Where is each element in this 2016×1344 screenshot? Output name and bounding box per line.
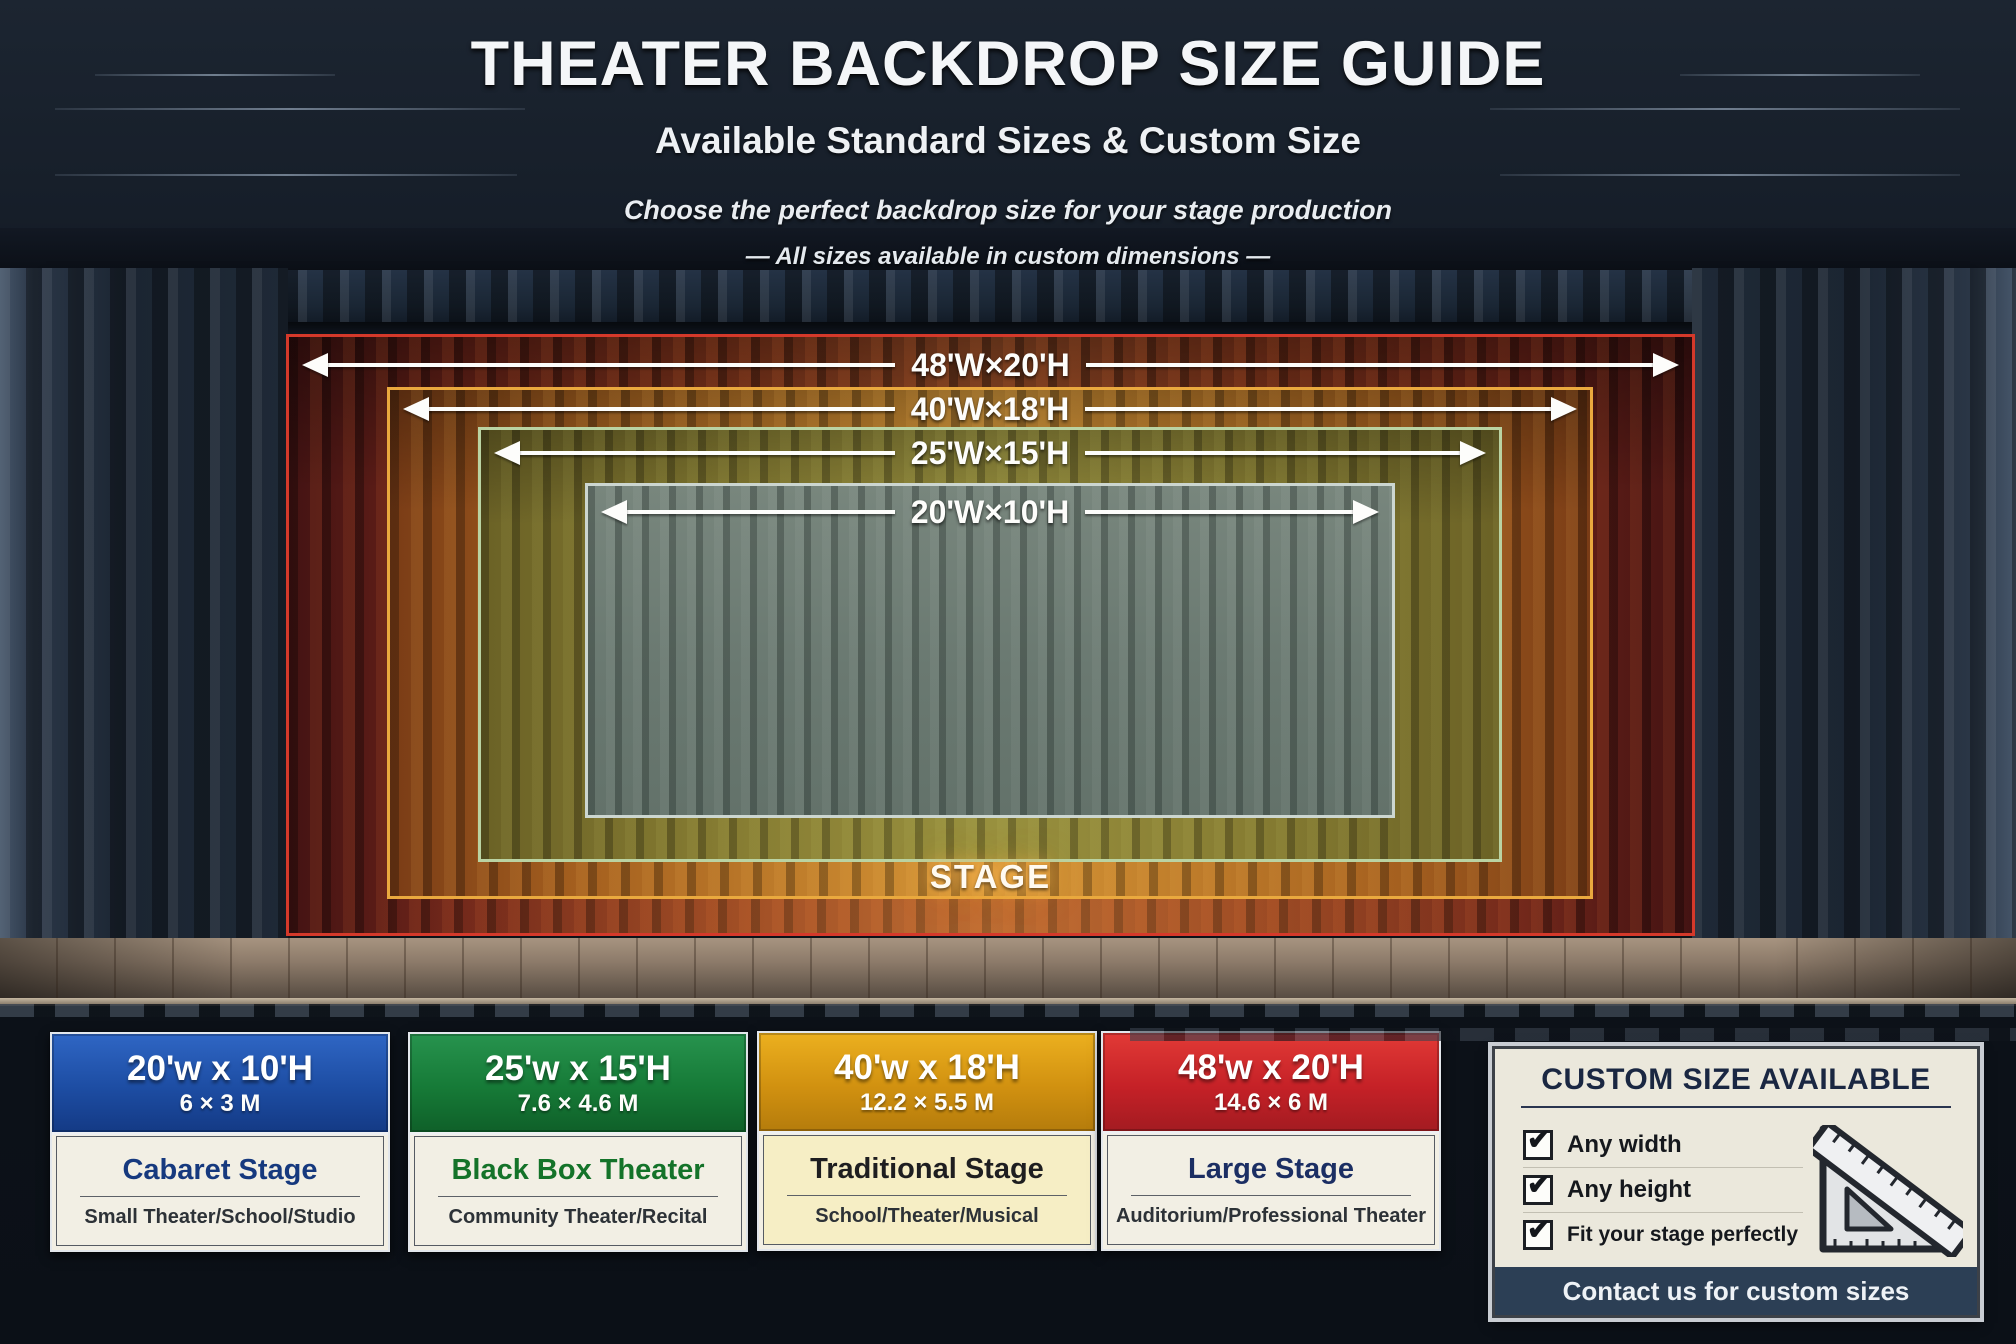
size-card-black-box-theater[interactable]: 25'w x 15'H 7.6 × 4.6 M Black Box Theate… [408, 1032, 748, 1252]
decorative-line [55, 108, 525, 110]
card-title: Cabaret Stage [122, 1153, 318, 1186]
divider [786, 1194, 1068, 1196]
arrow-line [520, 451, 895, 455]
arrow-right-icon [1551, 397, 1577, 421]
contact-us-footer[interactable]: Contact us for custom sizes [1495, 1267, 1977, 1315]
arrow-line [1085, 363, 1653, 367]
custom-dimensions-note: — All sizes available in custom dimensio… [745, 243, 1271, 270]
card-use-cases: Small Theater/School/Studio [84, 1205, 356, 1228]
size-card-cabaret-stage[interactable]: 20'w x 10'H 6 × 3 M Cabaret Stage Small … [50, 1032, 390, 1252]
card-size-imperial: 20'w x 10'H [127, 1048, 313, 1088]
dimension-label: 40'W×18'H [910, 390, 1070, 427]
card-use-cases: School/Theater/Musical [815, 1204, 1039, 1227]
card-use-cases: Community Theater/Recital [448, 1205, 708, 1228]
feature-any-height: Any height [1523, 1167, 1803, 1212]
divider [1130, 1194, 1412, 1196]
divider [437, 1195, 719, 1197]
card-size-metric: 14.6 × 6 M [1213, 1088, 1329, 1116]
arrow-right-icon [1353, 500, 1379, 524]
card-size-imperial: 48'w x 20'H [1178, 1047, 1364, 1087]
custom-feature-list: Any width Any height Fit your stage perf… [1523, 1123, 1803, 1257]
custom-size-card[interactable]: CUSTOM SIZE AVAILABLE Any width Any heig… [1488, 1042, 1984, 1322]
decorative-line [1680, 74, 1920, 76]
decorative-line [1490, 108, 1960, 110]
ruler-set-square-icon [1813, 1125, 1963, 1257]
feature-fit-stage: Fit your stage perfectly [1523, 1212, 1803, 1257]
apron-slats [1130, 1028, 2016, 1041]
card-size-metric: 7.6 × 4.6 M [517, 1089, 639, 1117]
feature-any-width: Any width [1523, 1123, 1803, 1167]
card-size-imperial: 25'w x 15'H [485, 1048, 671, 1088]
dimension-label: 48'W×20'H [911, 346, 1070, 383]
size-card-traditional-stage[interactable]: 40'w x 18'H 12.2 × 5.5 M Traditional Sta… [757, 1031, 1097, 1251]
header-beam [0, 228, 2016, 274]
decorative-line [1500, 174, 1960, 176]
page-title: THEATER BACKDROP SIZE GUIDE [470, 29, 1546, 99]
arrow-left-icon [302, 353, 328, 377]
backdrop-20x10 [585, 483, 1395, 818]
stage-label: STAGE [929, 858, 1052, 895]
dimension-label: 25'W×15'H [910, 434, 1070, 471]
arrow-line [328, 363, 896, 367]
arrow-right-icon [1653, 353, 1679, 377]
arrow-line [429, 407, 895, 411]
arrow-right-icon [1460, 441, 1486, 465]
card-header: 20'w x 10'H 6 × 3 M [52, 1034, 388, 1135]
card-body: Black Box Theater Community Theater/Reci… [414, 1136, 742, 1246]
stage-curtain-left [0, 268, 288, 948]
divider [79, 1195, 361, 1197]
card-use-cases: Auditorium/Professional Theater [1115, 1204, 1427, 1227]
arrow-line [1085, 407, 1551, 411]
decorative-line [95, 74, 335, 76]
card-size-imperial: 40'w x 18'H [834, 1047, 1020, 1087]
card-size-metric: 6 × 3 M [179, 1089, 261, 1117]
checkbox-checked-icon [1523, 1123, 1553, 1160]
stage-floor-edge [0, 998, 2016, 1006]
card-header: 40'w x 18'H 12.2 × 5.5 M [759, 1033, 1095, 1134]
card-body: Large Stage Auditorium/Professional Thea… [1107, 1135, 1435, 1245]
apron-slats [0, 1004, 2016, 1017]
dimension-label: 20'W×10'H [910, 493, 1070, 530]
decorative-line [55, 174, 517, 176]
checkbox-checked-icon [1523, 1168, 1553, 1205]
page-subtitle: Available Standard Sizes & Custom Size [655, 120, 1361, 161]
stage-curtain-right [1692, 268, 2016, 948]
feature-label: Any height [1567, 1176, 1691, 1203]
card-header: 48'w x 20'H 14.6 × 6 M [1103, 1033, 1439, 1134]
tagline: Choose the perfect backdrop size for you… [623, 195, 1393, 225]
arrow-line [1085, 510, 1353, 514]
stage-floor [0, 938, 2016, 1000]
size-card-large-stage[interactable]: 48'w x 20'H 14.6 × 6 M Large Stage Audit… [1101, 1031, 1441, 1251]
arrow-line [627, 510, 895, 514]
card-body: Traditional Stage School/Theater/Musical [763, 1135, 1091, 1245]
arrow-line [1085, 451, 1460, 455]
dimension-row-20x10: 20'W×10'H [601, 492, 1379, 532]
dimension-row-25x15: 25'W×15'H [494, 433, 1486, 473]
card-title: Large Stage [1188, 1152, 1354, 1185]
feature-label: Any width [1567, 1131, 1682, 1158]
arrow-left-icon [403, 397, 429, 421]
dimension-row-48x20: 48'W×20'H [302, 345, 1679, 385]
checkbox-checked-icon [1523, 1213, 1553, 1250]
card-title: Traditional Stage [810, 1152, 1044, 1185]
custom-size-title: CUSTOM SIZE AVAILABLE [1521, 1063, 1951, 1108]
card-body: Cabaret Stage Small Theater/School/Studi… [56, 1136, 384, 1246]
feature-label: Fit your stage perfectly [1567, 1223, 1799, 1246]
top-curtain-valance [46, 270, 1970, 322]
card-header: 25'w x 15'H 7.6 × 4.6 M [410, 1034, 746, 1135]
arrow-left-icon [601, 500, 627, 524]
dimension-row-40x18: 40'W×18'H [403, 389, 1577, 429]
arrow-left-icon [494, 441, 520, 465]
card-title: Black Box Theater [451, 1153, 705, 1186]
card-size-metric: 12.2 × 5.5 M [859, 1088, 995, 1116]
